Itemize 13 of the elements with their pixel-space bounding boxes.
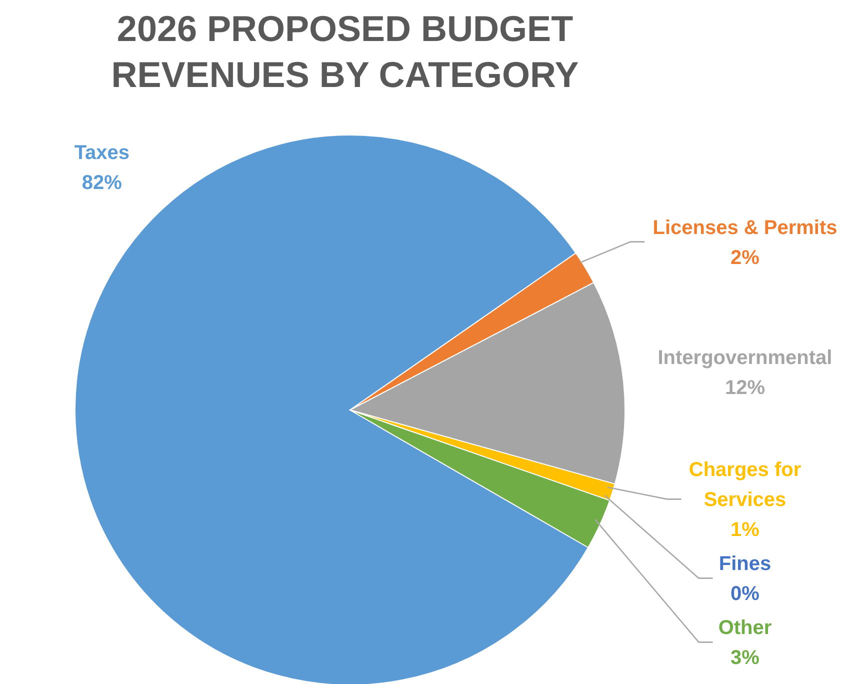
slice-label: Intergovernmental (658, 347, 832, 370)
text: 0% (730, 583, 760, 606)
slice-label: Other (718, 617, 772, 640)
data-label: 2% (730, 246, 760, 269)
data-label: 12% (724, 377, 766, 400)
category-label: Fines (718, 553, 772, 576)
slice-label: Taxes (74, 142, 130, 164)
data-label: 1% (730, 519, 760, 542)
data-label: 82% (82, 172, 122, 194)
data-label: 3% (730, 647, 760, 670)
slice-label: Charges for Services (688, 459, 802, 512)
chart-title: 2026 PROPOSED BUDGET REVENUES BY CATEGORY (110, 7, 580, 97)
slice-label: Licenses & Permits (652, 216, 838, 239)
